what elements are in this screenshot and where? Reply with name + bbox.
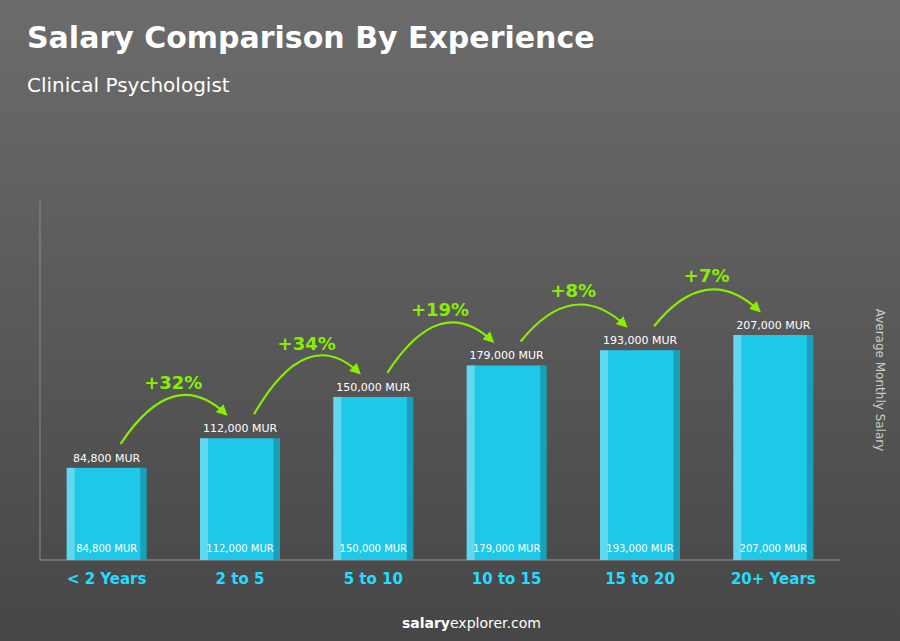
x-tick-label: 2 to 5 <box>216 570 265 588</box>
change-arrow <box>521 305 626 342</box>
bar <box>200 438 280 560</box>
value-label: 179,000 MUR <box>470 349 545 362</box>
value-label-inside: 193,000 MUR <box>606 543 673 554</box>
bar-highlight <box>67 468 75 560</box>
change-arrow <box>387 322 492 373</box>
value-label-inside: 150,000 MUR <box>340 543 407 554</box>
change-arrow <box>121 395 226 444</box>
bar-shadow <box>274 438 280 560</box>
value-label: 112,000 MUR <box>203 422 278 435</box>
value-label: 207,000 MUR <box>736 319 811 332</box>
value-label-inside: 84,800 MUR <box>76 543 137 554</box>
chart: Salary Comparison By Experience Clinical … <box>0 0 900 641</box>
bar <box>333 397 413 560</box>
bar-highlight <box>333 397 341 560</box>
x-tick-label: 20+ Years <box>731 570 816 588</box>
change-arrow <box>654 289 759 326</box>
footer: salary <box>402 615 450 631</box>
y-axis-label: Average Monthly Salary <box>873 309 887 452</box>
bar-highlight <box>733 335 741 560</box>
bar <box>600 350 680 560</box>
bar-shadow <box>140 468 146 560</box>
bar-shadow <box>807 335 813 560</box>
value-label-inside: 112,000 MUR <box>206 543 273 554</box>
y-axis-line <box>40 200 41 560</box>
bar-shadow <box>674 350 680 560</box>
bar-highlight <box>200 438 208 560</box>
x-tick-label: 10 to 15 <box>472 570 542 588</box>
annotation: +34% <box>278 333 336 354</box>
x-tick-label: 15 to 20 <box>605 570 675 588</box>
background <box>0 0 900 641</box>
bar-shadow <box>540 365 546 560</box>
value-label-inside: 179,000 MUR <box>473 543 540 554</box>
value-label: 84,800 MUR <box>73 452 141 465</box>
bars <box>67 335 814 560</box>
value-label: 150,000 MUR <box>336 381 411 394</box>
change-arrow <box>254 355 359 414</box>
value-label: 193,000 MUR <box>603 334 678 347</box>
bar <box>467 365 547 560</box>
subtitle: Clinical Psychologist <box>27 73 230 97</box>
x-tick-label: 5 to 10 <box>344 570 403 588</box>
annotation: +7% <box>684 265 730 286</box>
bar <box>733 335 813 560</box>
bar-highlight <box>467 365 475 560</box>
annotation: +32% <box>144 372 202 393</box>
bar-highlight <box>600 350 608 560</box>
bar <box>67 468 147 560</box>
value-label-inside: 207,000 MUR <box>740 543 807 554</box>
annotation: +19% <box>411 299 469 320</box>
footer: explorer.com <box>450 615 541 631</box>
x-tick-label: < 2 Years <box>67 570 147 588</box>
bar-shadow <box>407 397 413 560</box>
x-axis-line <box>40 560 840 561</box>
title: Salary Comparison By Experience <box>27 20 595 55</box>
annotation: +8% <box>551 280 597 301</box>
